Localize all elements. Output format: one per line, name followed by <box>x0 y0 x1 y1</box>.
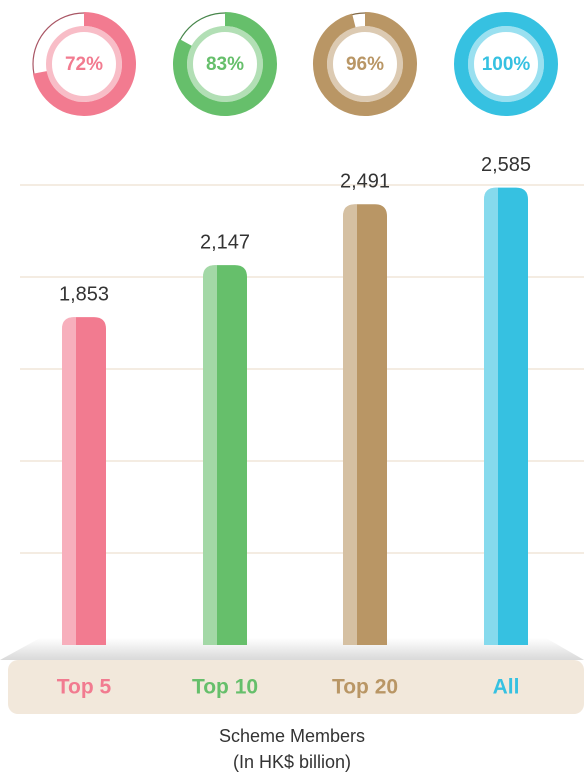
gauge-inner-ring <box>327 26 403 102</box>
bar <box>203 265 247 645</box>
percent-label: 72% <box>65 54 103 75</box>
category-band <box>8 660 584 714</box>
value-label: 1,853 <box>59 283 109 305</box>
gauge-inner-ring <box>468 26 544 102</box>
value-label: 2,585 <box>481 154 531 176</box>
category-label: Top 5 <box>57 676 112 699</box>
gauge-arc <box>313 12 417 116</box>
bar-highlight <box>203 265 217 645</box>
gauge-inner-ring <box>187 26 263 102</box>
value-label: 2,147 <box>200 231 250 253</box>
floor <box>0 638 584 660</box>
category-label: All <box>493 676 520 699</box>
percent-label: 100% <box>482 54 531 75</box>
bar-highlight <box>62 317 76 645</box>
category-label: Top 20 <box>332 676 398 699</box>
bar <box>62 317 106 645</box>
percent-label: 83% <box>206 54 244 75</box>
value-label: 2,491 <box>340 171 390 193</box>
gauge-arc <box>454 12 558 116</box>
gauge-arc <box>32 12 136 116</box>
unit-label: (In HK$ billion) <box>233 752 351 772</box>
bar <box>343 204 387 646</box>
bar-highlight <box>343 204 357 646</box>
bar-highlight <box>484 187 498 645</box>
gauge-inner-ring <box>46 26 122 102</box>
percent-label: 96% <box>346 54 384 75</box>
bar <box>484 187 528 645</box>
gauge-arc <box>173 12 277 116</box>
category-label: Top 10 <box>192 676 258 699</box>
x-axis-label: Scheme Members <box>219 726 365 746</box>
